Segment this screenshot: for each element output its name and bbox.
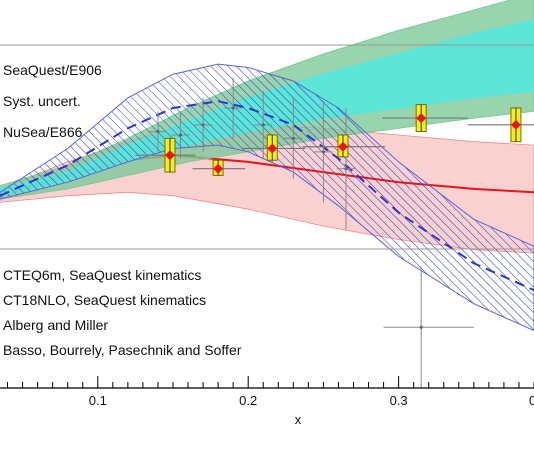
seaquest-marker bbox=[337, 141, 348, 152]
nusea-point bbox=[171, 111, 190, 159]
legend-entry: CT18NLO, SeaQuest kinematics bbox=[3, 292, 206, 308]
band-basso-bourrely-pasechnik-and-soffer bbox=[0, 63, 534, 332]
legend-entry: Alberg and Miller bbox=[3, 317, 108, 333]
nusea-point bbox=[148, 111, 167, 152]
legend-entry: NuSea/E866 bbox=[3, 124, 83, 140]
nusea-point bbox=[254, 91, 273, 159]
nusea-point bbox=[314, 101, 333, 203]
x-tick-label: 0.2 bbox=[239, 393, 257, 408]
seaquest-point bbox=[192, 159, 246, 176]
seaquest-marker bbox=[164, 150, 175, 161]
nusea-marker bbox=[178, 133, 183, 137]
seaquest-marker bbox=[416, 113, 427, 124]
x-tick-label: 0 bbox=[529, 393, 534, 408]
seaquest-marker bbox=[213, 163, 224, 174]
seaquest-point bbox=[467, 107, 534, 143]
legend: SeaQuest/E906 Syst. uncert. NuSea/E866 CTEQ… bbox=[0, 44, 534, 371]
seaquest-point bbox=[242, 134, 306, 161]
x-tick-label: 0.1 bbox=[89, 393, 107, 408]
nusea-point bbox=[383, 266, 474, 388]
seaquest-point bbox=[135, 137, 196, 173]
nusea-marker bbox=[321, 150, 326, 154]
seaquest-marker bbox=[267, 143, 278, 154]
nusea-marker bbox=[156, 129, 160, 134]
nusea-marker bbox=[231, 106, 235, 110]
nusea-point bbox=[224, 77, 243, 139]
nusea-marker bbox=[344, 167, 348, 171]
legend-bottom-area bbox=[0, 251, 318, 371]
legend-entry: Syst. uncert. bbox=[3, 93, 81, 109]
nusea-point bbox=[284, 97, 303, 179]
seaquest-point bbox=[382, 104, 468, 133]
nusea-marker bbox=[291, 136, 295, 140]
seaquest-marker bbox=[510, 119, 521, 130]
legend-entry: SeaQuest/E906 bbox=[3, 62, 102, 78]
model-bands bbox=[0, 0, 534, 332]
nusea-marker bbox=[419, 325, 423, 329]
data-points bbox=[135, 77, 534, 388]
nusea-marker bbox=[201, 123, 205, 127]
nusea-point bbox=[336, 107, 355, 230]
x-axis-label: x bbox=[295, 412, 302, 427]
legend-entry: Basso, Bourrely, Pasechnik and Soffer bbox=[3, 342, 242, 358]
axes: 0.1 0.2 0.3 0 x bbox=[0, 376, 534, 427]
x-tick-label: 0.3 bbox=[390, 393, 408, 408]
legend-frame bbox=[0, 44, 534, 250]
legend-entry: CTEQ6m, SeaQuest kinematics bbox=[3, 267, 201, 283]
seaquest-point bbox=[302, 134, 386, 158]
nusea-marker bbox=[261, 123, 265, 127]
line-basso-bourrely-pasechnik-and-soffer bbox=[0, 100, 534, 292]
nusea-point bbox=[194, 97, 213, 152]
